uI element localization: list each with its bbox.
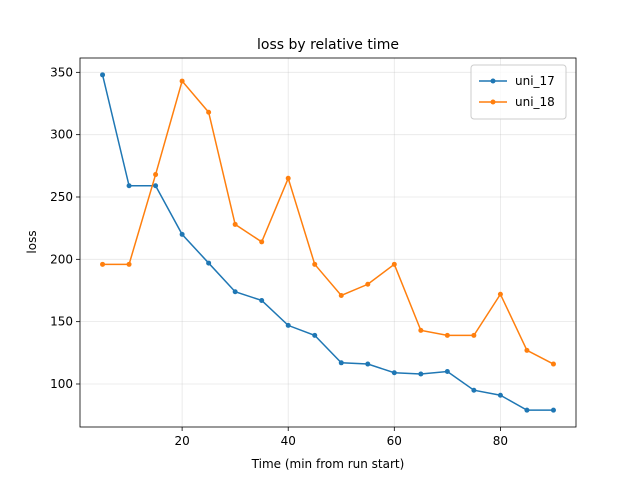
data-point: [524, 347, 530, 353]
data-point: [391, 261, 397, 267]
data-point: [524, 407, 530, 413]
data-point: [444, 332, 450, 338]
x-axis-label: Time (min from run start): [251, 457, 405, 471]
legend: uni_17 uni_18: [470, 64, 567, 120]
data-point: [285, 175, 291, 181]
data-point: [100, 72, 106, 78]
chart-title: loss by relative time: [257, 37, 399, 53]
x-tick-label: 20: [174, 434, 189, 448]
data-point: [206, 260, 212, 266]
data-point: [418, 327, 424, 333]
series-line: [102, 79, 554, 365]
y-axis-label: loss: [25, 230, 39, 253]
data-point: [497, 291, 503, 297]
legend-label: uni_18: [515, 95, 555, 109]
x-tick-label: 80: [493, 434, 508, 448]
plot-frame: [79, 57, 577, 428]
data-point: [365, 281, 371, 287]
legend-box: [470, 64, 567, 120]
data-point: [471, 387, 477, 393]
data-point: [259, 239, 265, 245]
data-point: [179, 231, 185, 237]
y-tick-label: 200: [50, 252, 73, 266]
x-tick-label: 40: [281, 434, 296, 448]
data-point: [206, 109, 212, 115]
legend-marker: [490, 78, 496, 84]
data-point: [497, 392, 503, 398]
data-point: [153, 172, 159, 178]
y-tick-label: 350: [50, 65, 73, 79]
data-point: [338, 360, 344, 366]
data-point: [365, 361, 371, 367]
data-point: [179, 78, 185, 84]
legend-label: uni_17: [515, 74, 555, 88]
y-tick-label: 300: [50, 128, 73, 142]
y-tick-label: 100: [50, 377, 73, 391]
x-tick-label: 60: [387, 434, 402, 448]
data-point: [312, 332, 318, 338]
y-tick-label: 250: [50, 190, 73, 204]
data-point: [100, 261, 106, 267]
data-point: [418, 371, 424, 377]
y-tick-label: 150: [50, 315, 73, 329]
data-point: [471, 332, 477, 338]
data-point: [312, 261, 318, 267]
data-point: [126, 183, 132, 189]
data-point: [550, 407, 556, 413]
data-point: [444, 369, 450, 375]
data-point: [126, 261, 132, 267]
data-point: [232, 221, 238, 227]
data-point: [550, 361, 556, 367]
data-point: [338, 292, 344, 298]
data-point: [232, 289, 238, 295]
data-point: [259, 297, 265, 303]
legend-marker: [490, 99, 496, 105]
data-point: [391, 370, 397, 376]
data-point: [285, 322, 291, 328]
series-line: [101, 74, 554, 411]
data-point: [153, 183, 159, 189]
